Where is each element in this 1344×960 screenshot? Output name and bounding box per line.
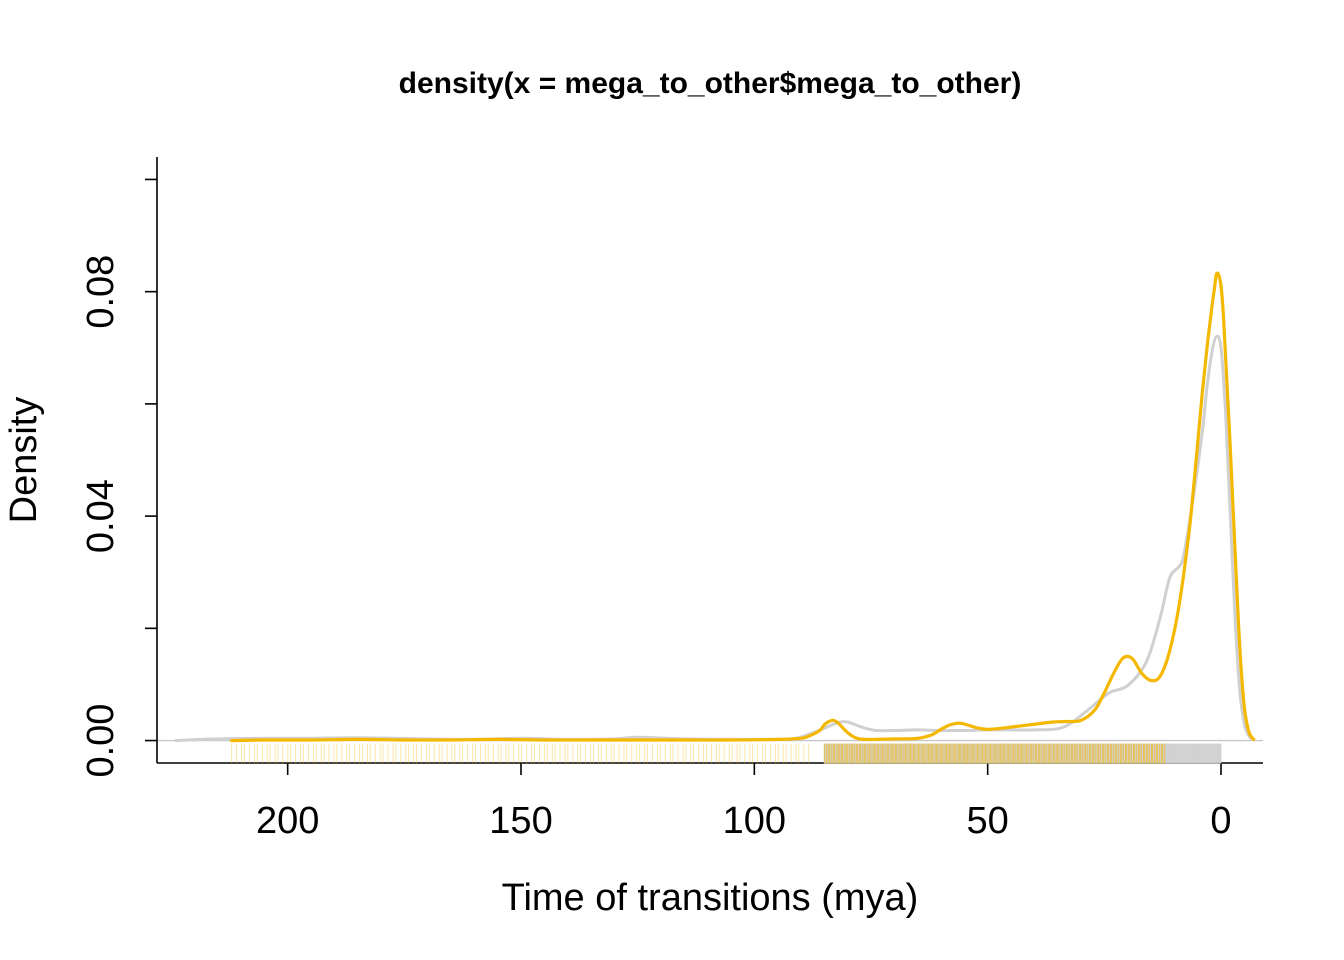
density-series — [174, 271, 1256, 743]
y-axis-label: Density — [3, 397, 45, 524]
y-tick-label: 0.04 — [80, 479, 122, 553]
axes: 200 150 100 50 0 0.00 0.04 0.08 — [80, 157, 1263, 842]
x-tick-label: 200 — [256, 800, 319, 842]
x-tick-label: 50 — [967, 800, 1009, 842]
x-tick-label: 100 — [723, 800, 786, 842]
y-tick-label: 0.08 — [80, 255, 122, 329]
y-tick-label: 0.00 — [80, 704, 122, 778]
density-line-orange — [230, 271, 1256, 743]
x-axis-label: Time of transitions (mya) — [502, 877, 919, 919]
chart-title: density(x = mega_to_other$mega_to_other) — [399, 67, 1022, 100]
rug-marks — [231, 743, 1222, 764]
x-tick-label: 0 — [1210, 800, 1231, 842]
density-line-gray — [174, 334, 1256, 743]
x-tick-label: 150 — [489, 800, 552, 842]
